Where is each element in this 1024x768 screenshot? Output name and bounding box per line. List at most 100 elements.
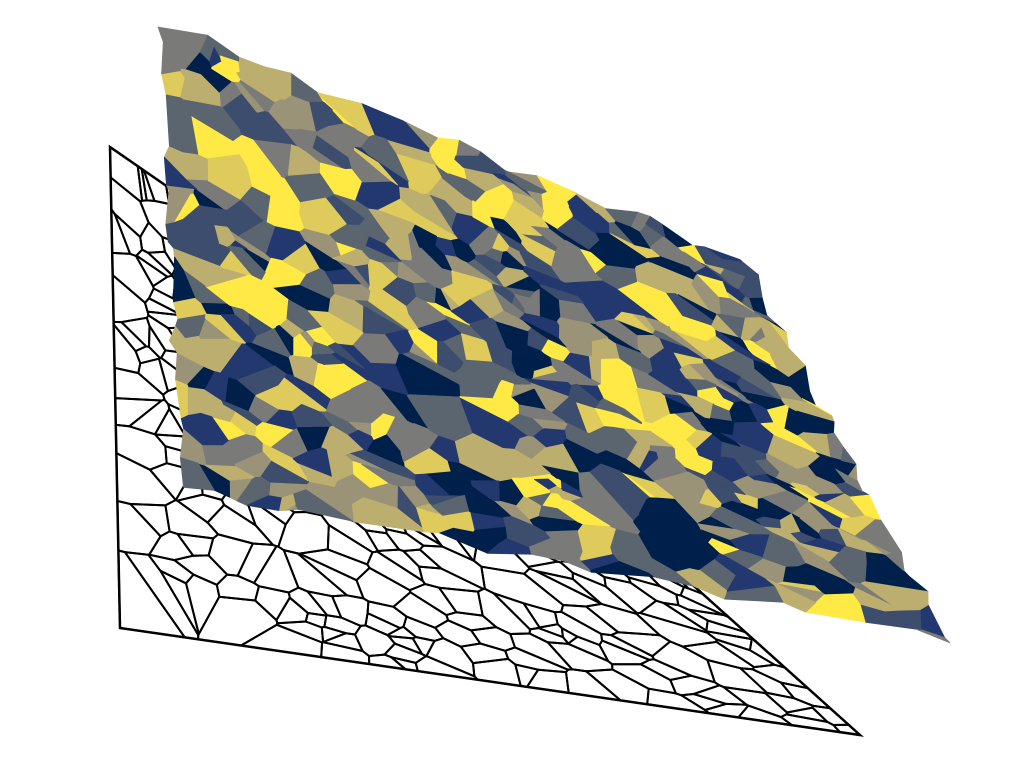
surface-cell	[324, 268, 361, 285]
surface-cell	[755, 516, 781, 529]
surface-cell	[307, 310, 364, 346]
surface-cell	[450, 299, 490, 324]
wireframe-cell	[282, 549, 348, 598]
surface-cell	[293, 333, 312, 358]
surface-cell	[220, 314, 257, 343]
surface-cell	[718, 485, 742, 504]
surface-cell	[678, 541, 720, 571]
surface-cell	[861, 539, 883, 554]
surface-cell	[650, 262, 694, 287]
surface-cell	[755, 479, 787, 497]
wireframe-cell	[117, 549, 186, 639]
wireframe-cell	[253, 545, 300, 594]
surface-cell	[360, 134, 409, 182]
surface-cell	[632, 313, 655, 334]
surface-cell	[523, 320, 567, 348]
surface-cell	[677, 294, 717, 321]
surface-cell	[334, 474, 370, 504]
surface-cell	[492, 233, 510, 252]
surface-cell	[185, 52, 212, 75]
surface-cell	[470, 480, 500, 502]
wireframe-cell	[669, 674, 721, 697]
surface-cell	[541, 191, 570, 211]
surface-cell	[165, 218, 220, 244]
surface-cell	[797, 563, 856, 595]
surface-cell	[542, 493, 563, 509]
wireframe-cell	[748, 637, 786, 669]
surface-cell	[801, 398, 832, 416]
surface-cell	[648, 369, 698, 397]
wireframe-cell	[364, 612, 402, 637]
surface-cell	[711, 456, 748, 483]
surface-cell	[503, 516, 551, 548]
surface-cell	[849, 494, 881, 520]
surface-cell	[268, 99, 299, 130]
voronoi-colored-surface	[157, 26, 951, 644]
surface-cell	[385, 121, 430, 153]
surface-cell	[595, 318, 638, 351]
surface-cell	[493, 289, 524, 319]
surface-cell	[534, 478, 557, 490]
surface-cell	[207, 154, 253, 200]
surface-cell	[720, 269, 738, 290]
surface-cell	[292, 447, 332, 477]
wireframe-cell	[706, 659, 768, 695]
surface-cell	[669, 315, 716, 342]
surface-cell	[651, 413, 697, 440]
surface-cell	[796, 410, 835, 435]
wireframe-cell	[522, 602, 559, 629]
wireframe-cell	[509, 632, 573, 671]
surface-cell	[624, 428, 674, 447]
surface-cell	[689, 363, 721, 385]
surface-cell	[594, 398, 643, 425]
surface-cell	[646, 255, 697, 281]
surface-cell	[204, 464, 255, 481]
surface-cell	[227, 245, 266, 280]
surface-cell	[292, 489, 354, 522]
surface-cell	[492, 379, 514, 399]
wireframe-cell	[320, 641, 371, 665]
surface-cell	[495, 321, 529, 351]
wireframe-cell	[675, 593, 725, 616]
surface-cell	[659, 338, 704, 360]
surface-cell	[809, 502, 843, 528]
surface-cell	[260, 257, 307, 289]
surface-cell	[287, 144, 321, 176]
surface-cell	[533, 428, 567, 448]
surface-cell	[406, 394, 473, 442]
surface-cell	[168, 335, 220, 373]
surface-cell	[570, 497, 641, 535]
surface-cell	[298, 197, 347, 235]
surface-cell	[807, 475, 843, 495]
surface-cell	[589, 240, 637, 269]
surface-cell	[885, 551, 905, 572]
surface-cell	[740, 317, 762, 341]
surface-cell	[753, 309, 776, 324]
surface-cell	[180, 412, 229, 446]
surface-cell	[694, 245, 725, 269]
surface-cell	[529, 538, 565, 562]
surface-cell	[326, 388, 383, 424]
surface-cell	[163, 156, 198, 190]
surface-cell	[679, 364, 706, 380]
surface-cell	[815, 452, 857, 476]
wireframe-cell	[402, 548, 443, 570]
wireframe-cell	[635, 611, 718, 648]
surface-cell	[609, 233, 660, 259]
wireframe-cell	[780, 681, 832, 710]
surface-cell	[400, 199, 455, 236]
wireframe-cell	[534, 570, 603, 605]
surface-cell	[282, 243, 320, 275]
surface-cell	[165, 94, 184, 153]
surface-cell	[581, 554, 619, 570]
surface-cell	[767, 404, 789, 430]
surface-cell	[675, 391, 713, 419]
surface-cell	[685, 429, 713, 449]
surface-cell	[799, 517, 821, 533]
surface-cell	[431, 494, 470, 516]
surface-cell	[279, 493, 296, 512]
surface-cell	[572, 212, 610, 233]
surface-cell	[770, 348, 806, 377]
